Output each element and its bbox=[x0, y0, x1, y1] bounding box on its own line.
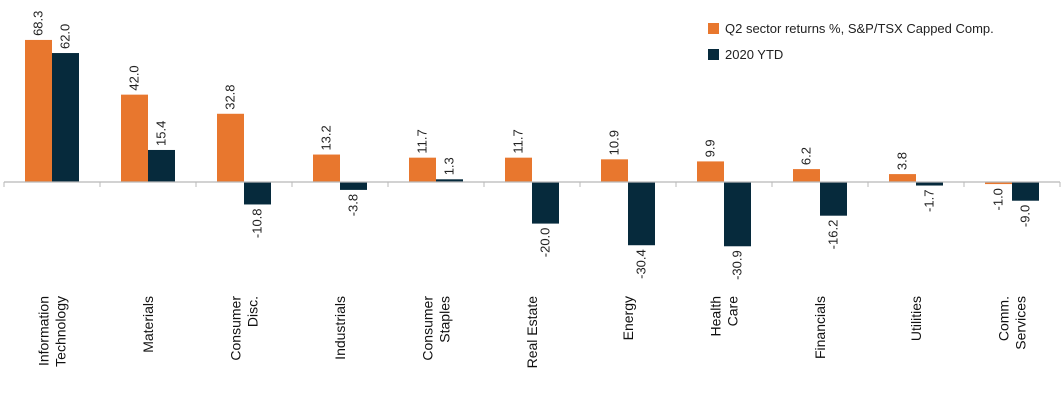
category-label-10-1: Services bbox=[1013, 296, 1029, 350]
bar-q2-7 bbox=[697, 161, 724, 182]
category-label-2-1: Disc. bbox=[245, 296, 261, 327]
value-label-q2-10: -1.0 bbox=[991, 188, 1006, 210]
category-label-8-0: Financials bbox=[812, 296, 828, 359]
category-label-4-0: Consumer bbox=[420, 296, 436, 361]
value-label-ytd-9: -1.7 bbox=[922, 190, 937, 212]
legend-label-0: Q2 sector returns %, S&P/TSX Capped Comp… bbox=[725, 21, 994, 36]
category-labels-layer: Information Technology Materials Consumer Di… bbox=[36, 296, 1029, 369]
bar-q2-9 bbox=[889, 174, 916, 182]
category-label-5-0: Real Estate bbox=[524, 296, 540, 369]
axis-layer bbox=[3, 181, 1061, 187]
value-label-q2-4: 11.7 bbox=[415, 129, 430, 153]
bar-q2-8 bbox=[793, 169, 820, 182]
value-label-ytd-2: -10.8 bbox=[250, 208, 265, 238]
value-label-ytd-10: -9.0 bbox=[1018, 205, 1033, 227]
value-label-q2-2: 32.8 bbox=[223, 84, 238, 109]
value-label-q2-7: 9.9 bbox=[703, 139, 718, 157]
value-label-q2-9: 3.8 bbox=[895, 152, 910, 170]
bar-q2-2 bbox=[217, 113, 244, 182]
bar-q2-0 bbox=[25, 39, 52, 182]
value-label-q2-1: 42.0 bbox=[127, 65, 142, 90]
bar-ytd-9 bbox=[916, 182, 943, 186]
value-label-ytd-7: -30.9 bbox=[730, 250, 745, 280]
category-label-0-1: Technology bbox=[53, 296, 69, 367]
value-label-q2-5: 11.7 bbox=[511, 129, 526, 153]
category-label-7-1: Care bbox=[725, 296, 741, 327]
bar-ytd-3 bbox=[340, 182, 367, 190]
value-label-ytd-4: 1.3 bbox=[442, 157, 457, 175]
bar-ytd-10 bbox=[1012, 182, 1039, 201]
value-label-ytd-6: -30.4 bbox=[634, 249, 649, 279]
legend-swatch-0 bbox=[708, 23, 719, 34]
value-label-ytd-3: -3.8 bbox=[346, 194, 361, 216]
value-label-q2-3: 13.2 bbox=[319, 125, 334, 150]
bar-ytd-0 bbox=[52, 53, 79, 182]
category-label-10-0: Comm. bbox=[996, 296, 1012, 341]
bar-q2-1 bbox=[121, 94, 148, 182]
category-label-6-0: Energy bbox=[620, 296, 636, 340]
value-label-q2-6: 10.9 bbox=[607, 130, 622, 155]
value-label-ytd-8: -16.2 bbox=[826, 220, 841, 250]
bar-ytd-7 bbox=[724, 182, 751, 247]
bar-q2-5 bbox=[505, 157, 532, 182]
category-label-9-0: Utilities bbox=[908, 296, 924, 341]
category-label-7-0: Health bbox=[708, 296, 724, 336]
legend-swatch-1 bbox=[708, 49, 719, 60]
category-label-0-0: Information bbox=[36, 296, 52, 366]
bars-layer bbox=[25, 39, 1039, 247]
category-label-4-1: Staples bbox=[437, 296, 453, 343]
value-label-ytd-1: 15.4 bbox=[154, 121, 169, 146]
bar-ytd-5 bbox=[532, 182, 559, 224]
category-label-2-0: Consumer bbox=[228, 296, 244, 361]
value-label-ytd-0: 62.0 bbox=[58, 24, 73, 49]
category-label-3-0: Industrials bbox=[332, 296, 348, 360]
legend: Q2 sector returns %, S&P/TSX Capped Comp… bbox=[708, 21, 994, 62]
bar-q2-4 bbox=[409, 157, 436, 182]
value-labels-layer: 68.3 62.0 42.0 15.4 32.8 -10.8 13.2 -3.8 11.7 1.3… bbox=[31, 11, 1033, 280]
bar-ytd-8 bbox=[820, 182, 847, 216]
value-label-ytd-5: -20.0 bbox=[538, 228, 553, 258]
bar-q2-10 bbox=[985, 182, 1012, 185]
legend-label-1: 2020 YTD bbox=[725, 47, 783, 62]
bar-q2-3 bbox=[313, 154, 340, 182]
bar-ytd-6 bbox=[628, 182, 655, 246]
bar-ytd-2 bbox=[244, 182, 271, 205]
category-label-1-0: Materials bbox=[140, 296, 156, 353]
value-label-q2-0: 68.3 bbox=[31, 11, 46, 36]
bar-q2-6 bbox=[601, 159, 628, 182]
value-label-q2-8: 6.2 bbox=[799, 147, 814, 165]
bar-ytd-4 bbox=[436, 179, 463, 182]
bar-ytd-1 bbox=[148, 149, 175, 182]
